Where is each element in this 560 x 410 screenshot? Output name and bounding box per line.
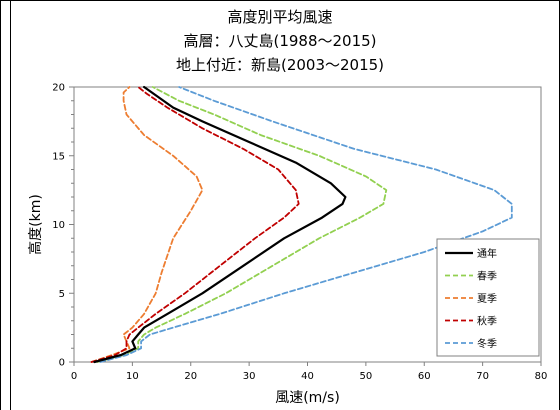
y-tick-label: 5 xyxy=(59,289,65,300)
y-tick-label: 20 xyxy=(52,83,65,94)
x-tick-label: 60 xyxy=(418,371,431,382)
y-axis-title: 高度(km) xyxy=(27,194,44,255)
chart-title-line-1: 高度別平均風速 xyxy=(227,8,333,26)
y-tick-label: 15 xyxy=(52,151,65,162)
series-line-4 xyxy=(90,86,300,363)
x-tick-label: 70 xyxy=(476,371,489,382)
legend-label: 冬季 xyxy=(477,337,497,350)
frame-top-border xyxy=(0,0,560,1)
x-tick-label: 80 xyxy=(535,371,548,382)
frame-left-border xyxy=(0,0,1,410)
legend-label: 春季 xyxy=(477,271,497,283)
chart-title-line-3: 地上付近：新島(2003〜2015) xyxy=(175,56,385,74)
series-line-5 xyxy=(99,86,513,363)
series-line-1 xyxy=(93,85,347,364)
x-tick-label: 50 xyxy=(360,371,373,382)
legend-label: 通年 xyxy=(477,247,497,260)
x-tick-label: 40 xyxy=(301,371,314,382)
x-tick-label: 10 xyxy=(126,371,139,382)
x-tick-label: 30 xyxy=(243,371,256,382)
series-line-2 xyxy=(96,86,388,363)
y-tick-label: 10 xyxy=(52,220,65,231)
x-tick-label: 20 xyxy=(184,371,197,382)
y-tick-label: 0 xyxy=(59,358,65,369)
x-tick-label: 0 xyxy=(71,371,77,382)
x-axis-title: 風速(m/s) xyxy=(275,390,340,406)
legend-label: 夏季 xyxy=(477,293,497,305)
frame-inner-left-border xyxy=(10,0,11,410)
chart-title-line-2: 高層：八丈島(1988〜2015) xyxy=(183,32,377,50)
legend-label: 秋季 xyxy=(477,315,497,328)
